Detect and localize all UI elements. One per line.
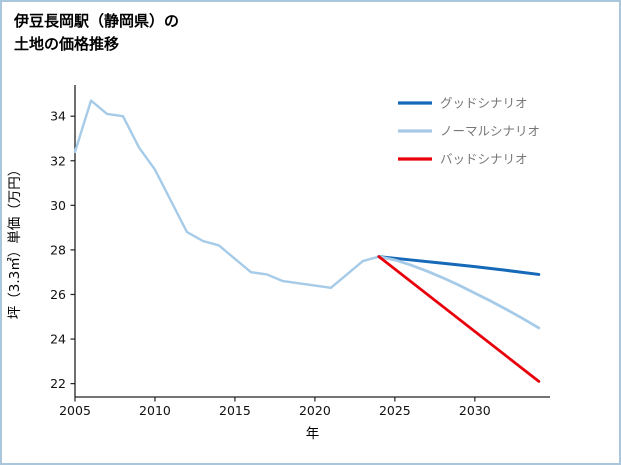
x-tick-label: 2015 [219,403,251,418]
chart-title-line1: 伊豆長岡駅（静岡県）の [14,12,180,30]
legend-label-good: グッドシナリオ [440,96,528,111]
series-line-bad [377,255,541,383]
series-line-good [377,255,541,276]
y-tick-label: 24 [50,332,66,347]
x-axis-label: 年 [306,426,320,442]
y-tick-label: 30 [50,198,66,213]
y-tick-label: 32 [50,153,66,168]
y-tick-label: 28 [50,242,66,257]
x-tick-label: 2020 [299,403,331,418]
x-tick-label: 2030 [459,403,491,418]
x-tick-label: 2025 [379,403,411,418]
chart-title: 伊豆長岡駅（静岡県）の 土地の価格推移 [14,10,179,57]
y-axis-label: 坪（3.3㎡）単価（万円） [7,163,23,319]
x-tick-label: 2010 [139,403,171,418]
y-tick-label: 26 [50,287,66,302]
series-line-history [73,99,381,289]
y-tick-label: 34 [50,109,66,124]
legend-label-bad: バッドシナリオ [440,152,528,167]
chart-title-line2: 土地の価格推移 [14,35,120,54]
x-tick-label: 2005 [59,403,91,418]
y-tick-label: 22 [50,376,66,391]
legend-label-normal: ノーマルシナリオ [440,124,540,139]
series-line-normal [377,255,541,330]
